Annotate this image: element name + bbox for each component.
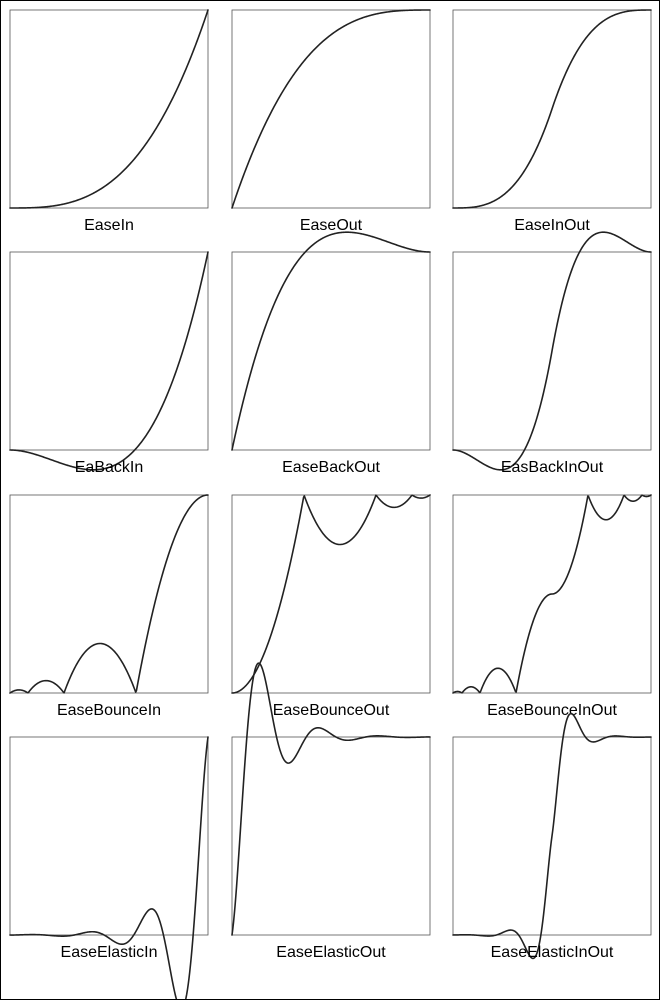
- panel-easeinout: EaseInOut: [452, 9, 652, 234]
- easing-curve-easeelasticout: [231, 662, 431, 936]
- panel-label: EaseElasticOut: [276, 944, 386, 961]
- panel-easeout: EaseOut: [231, 9, 431, 234]
- panel-easebounceinout: EaseBounceInOut: [452, 494, 652, 719]
- panel-easeelasticin: EaseElasticIn: [9, 736, 209, 999]
- panel-frame: [231, 736, 431, 936]
- panel-label: EaseBounceInOut: [487, 702, 617, 719]
- panel-frame: [9, 251, 209, 451]
- panel-frame: [452, 9, 652, 209]
- panel-easbackinout: EasBackInOut: [452, 231, 652, 476]
- panel-frame: [452, 251, 652, 451]
- panel-frame: [452, 736, 652, 936]
- panel-easeelasticinout: EaseElasticInOut: [452, 712, 652, 961]
- panel-frame: [452, 494, 652, 694]
- panel-label: EaBackIn: [75, 459, 143, 476]
- panel-frame: [231, 9, 431, 209]
- easing-curve-easeinout: [452, 9, 652, 209]
- easing-curve-easebounceinout: [452, 494, 652, 694]
- easing-curve-easebackout: [231, 231, 431, 451]
- panel-eabackin: EaBackIn: [9, 251, 209, 476]
- panel-easein: EaseIn: [9, 9, 209, 234]
- easing-curve-easebounceout: [231, 494, 431, 694]
- panel-easeelasticout: EaseElasticOut: [231, 662, 431, 961]
- panel-easebackout: EaseBackOut: [231, 231, 431, 476]
- easing-curve-easeelasticin: [9, 736, 209, 999]
- panel-frame: [9, 736, 209, 936]
- easing-curve-easebouncein: [9, 494, 209, 694]
- panel-frame: [231, 494, 431, 694]
- easing-curve-easein: [9, 9, 209, 209]
- panel-label: EaseOut: [300, 217, 363, 234]
- panel-label: EaseIn: [84, 217, 134, 234]
- panel-frame: [9, 494, 209, 694]
- panel-label: EasBackInOut: [501, 459, 604, 476]
- easing-curve-easeelasticinout: [452, 712, 652, 960]
- easing-curve-easeout: [231, 9, 431, 209]
- panel-frame: [9, 9, 209, 209]
- panel-label: EaseInOut: [514, 217, 590, 234]
- panel-label: EaseBounceIn: [57, 702, 161, 719]
- easing-curve-easbackinout: [452, 231, 652, 471]
- panel-easebounceout: EaseBounceOut: [231, 494, 431, 719]
- panel-frame: [231, 251, 431, 451]
- panel-label: EaseElasticInOut: [491, 944, 614, 961]
- panel-label: EaseBounceOut: [273, 702, 390, 719]
- panel-label: EaseElasticIn: [61, 944, 158, 961]
- panel-easebouncein: EaseBounceIn: [9, 494, 209, 719]
- easing-curve-eabackin: [9, 251, 209, 471]
- panel-label: EaseBackOut: [282, 459, 380, 476]
